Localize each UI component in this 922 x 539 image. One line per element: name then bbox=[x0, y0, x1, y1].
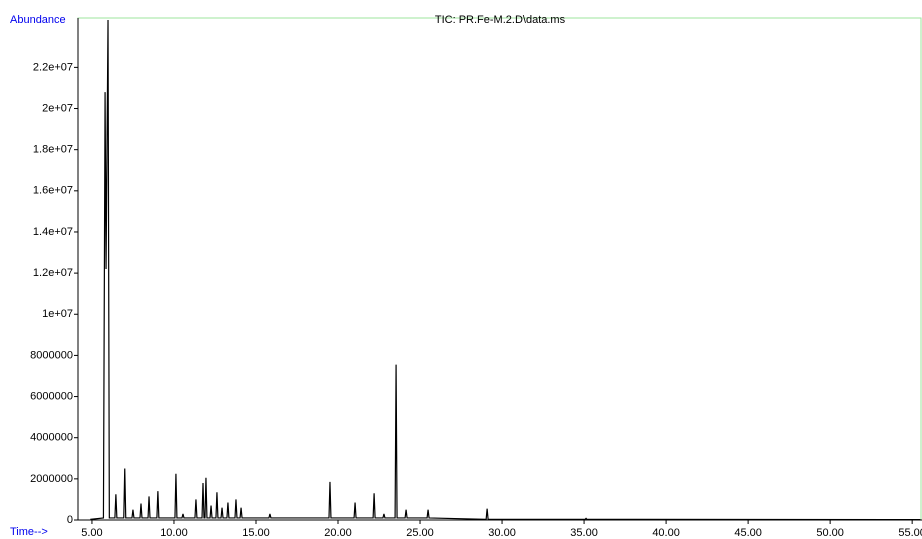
y-tick-label: 8000000 bbox=[30, 349, 73, 361]
y-tick-label: 4000000 bbox=[30, 432, 73, 444]
x-tick-label: 40.00 bbox=[652, 527, 680, 539]
x-tick-label: 5.00 bbox=[81, 527, 102, 539]
y-tick-label: 2000000 bbox=[30, 473, 73, 485]
x-tick-label: 50.00 bbox=[816, 527, 844, 539]
y-tick-label: 2e+07 bbox=[42, 102, 73, 114]
x-tick-label: 10.00 bbox=[160, 527, 188, 539]
x-tick-label: 25.00 bbox=[406, 527, 434, 539]
y-tick-label: 6000000 bbox=[30, 390, 73, 402]
x-tick-label: 45.00 bbox=[734, 527, 762, 539]
x-tick-label: 55.00 bbox=[898, 527, 922, 539]
y-axis-label: Abundance bbox=[10, 14, 66, 26]
x-axis-label: Time--> bbox=[10, 526, 48, 538]
x-tick-label: 15.00 bbox=[242, 527, 270, 539]
x-tick-label: 35.00 bbox=[570, 527, 598, 539]
y-tick-label: 0 bbox=[67, 514, 73, 526]
y-tick-label: 1.2e+07 bbox=[33, 267, 73, 279]
chromatogram-line bbox=[90, 20, 921, 521]
y-tick-label: 1.8e+07 bbox=[33, 144, 73, 156]
x-tick-label: 30.00 bbox=[488, 527, 516, 539]
plot-frame bbox=[77, 17, 922, 521]
chart-title: TIC: PR.Fe-M.2.D\data.ms bbox=[435, 14, 566, 26]
x-tick-label: 20.00 bbox=[324, 527, 352, 539]
y-tick-label: 1e+07 bbox=[42, 308, 73, 320]
y-tick-label: 1.4e+07 bbox=[33, 226, 73, 238]
y-tick-label: 2.2e+07 bbox=[33, 61, 73, 73]
y-tick-label: 1.6e+07 bbox=[33, 185, 73, 197]
